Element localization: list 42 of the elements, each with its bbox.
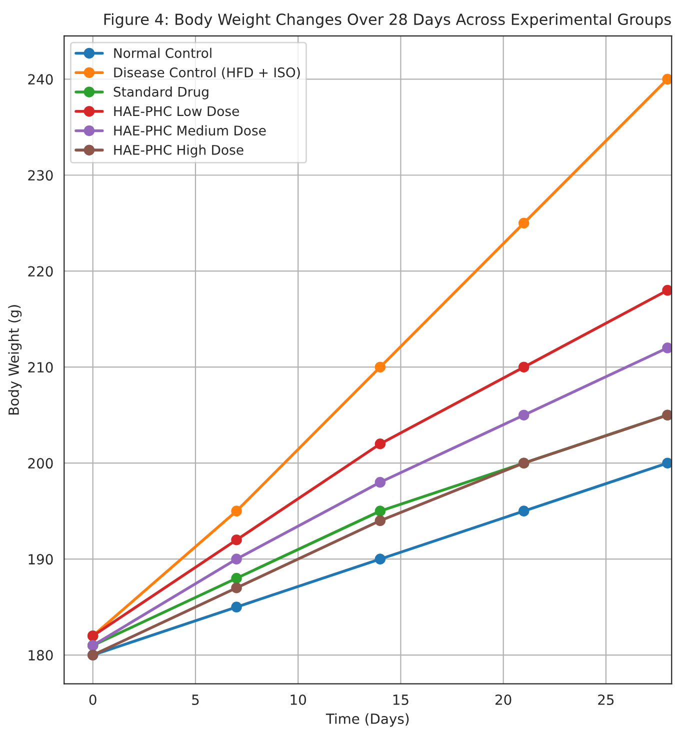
point [374, 554, 386, 564]
point [231, 554, 242, 564]
point [662, 74, 672, 85]
y-tick-label: 230 [28, 170, 53, 181]
point [374, 506, 386, 516]
point [518, 362, 530, 372]
x-tick-label: 15 [393, 694, 408, 706]
legend-label: HAE-PHC High Dose [114, 144, 244, 158]
point [662, 342, 672, 354]
x-tick-label: 0 [89, 694, 96, 706]
legend-label: HAE-PHC Low Dose [114, 106, 239, 116]
point [518, 410, 530, 420]
x-axis-title: Time (Days) [326, 713, 409, 727]
point [374, 515, 386, 526]
legend-label: HAE-PHC Medium Dose [114, 125, 266, 136]
point [662, 458, 672, 468]
point [374, 362, 386, 372]
point [662, 284, 672, 296]
y-axis-title: Body Weight (g) [8, 305, 22, 414]
legend-label: Standard Drug [114, 86, 208, 100]
point [374, 438, 386, 450]
legend-label: Disease Control (HFD + ISO) [114, 67, 300, 79]
x-tick-label: 25 [598, 694, 614, 706]
point [231, 534, 242, 546]
x-tick-label: 20 [496, 694, 512, 706]
point [231, 602, 242, 612]
point [374, 476, 386, 488]
y-tick-label: 240 [28, 74, 53, 85]
y-tick-label: 190 [28, 554, 53, 565]
chart-title: Figure 4: Body Weight Changes Over 28 Days Across Experimental Groups [104, 13, 671, 28]
y-tick-label: 210 [28, 362, 53, 373]
legend-label: Normal Control [114, 48, 212, 58]
x-tick-label: 10 [290, 694, 306, 706]
point [231, 572, 242, 584]
point [518, 506, 530, 516]
y-tick-label: 180 [28, 650, 53, 661]
x-tick-label: 5 [192, 694, 199, 706]
point [518, 218, 530, 228]
y-tick-label: 220 [28, 266, 53, 277]
point [231, 582, 242, 594]
y-tick-label: 200 [28, 458, 53, 469]
point [231, 506, 242, 516]
